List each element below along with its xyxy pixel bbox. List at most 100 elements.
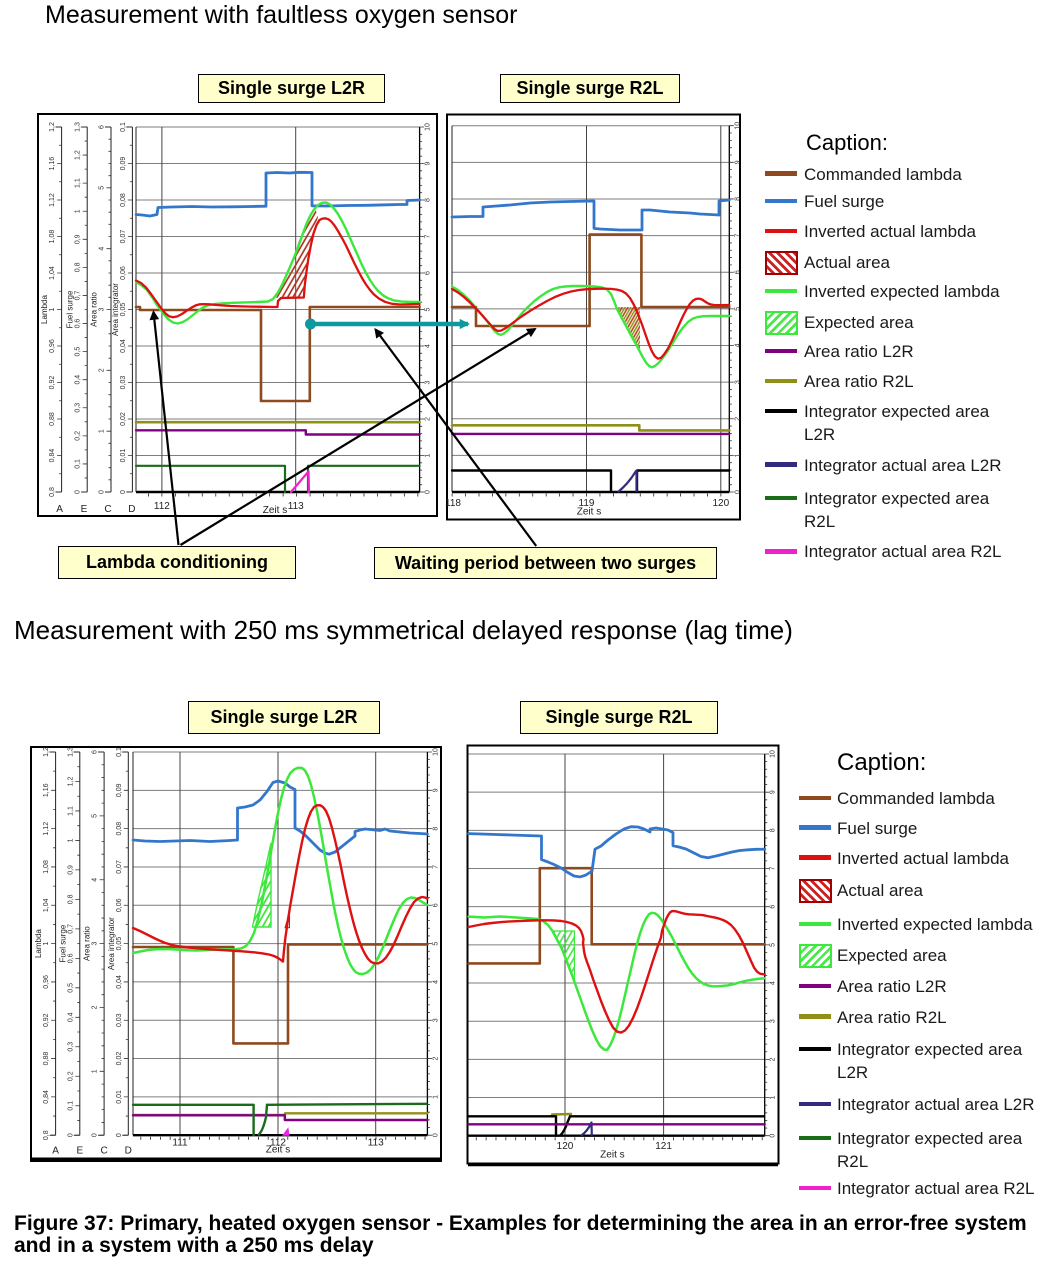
svg-text:C: C bbox=[104, 504, 111, 515]
svg-text:Area ratio: Area ratio bbox=[90, 292, 99, 327]
svg-text:0: 0 bbox=[425, 490, 432, 494]
svg-text:1,12: 1,12 bbox=[49, 193, 56, 207]
svg-text:0,84: 0,84 bbox=[43, 1090, 50, 1104]
svg-text:1,2: 1,2 bbox=[43, 747, 50, 757]
svg-text:0,07: 0,07 bbox=[116, 860, 123, 874]
svg-text:3: 3 bbox=[99, 307, 106, 311]
svg-text:0,2: 0,2 bbox=[75, 431, 82, 441]
svg-text:0,1: 0,1 bbox=[116, 747, 123, 757]
svg-text:4: 4 bbox=[99, 247, 106, 251]
svg-text:0,4: 0,4 bbox=[67, 1012, 74, 1022]
svg-text:3: 3 bbox=[734, 380, 741, 384]
svg-text:0,92: 0,92 bbox=[43, 1013, 50, 1027]
svg-text:1,04: 1,04 bbox=[49, 266, 56, 280]
svg-text:7: 7 bbox=[432, 865, 439, 869]
svg-text:4: 4 bbox=[425, 344, 432, 348]
svg-text:0,2: 0,2 bbox=[67, 1071, 74, 1081]
svg-text:0: 0 bbox=[75, 490, 82, 494]
svg-text:5: 5 bbox=[432, 942, 439, 946]
svg-text:1,2: 1,2 bbox=[49, 122, 56, 132]
svg-text:Fuel surge: Fuel surge bbox=[58, 924, 67, 962]
svg-text:0: 0 bbox=[99, 490, 106, 494]
svg-text:9: 9 bbox=[432, 788, 439, 792]
svg-text:0,88: 0,88 bbox=[49, 412, 56, 426]
svg-text:8: 8 bbox=[734, 197, 741, 201]
svg-text:1: 1 bbox=[432, 1095, 439, 1099]
svg-text:3: 3 bbox=[770, 1019, 777, 1023]
svg-text:5: 5 bbox=[770, 943, 777, 947]
svg-text:3: 3 bbox=[425, 380, 432, 384]
svg-text:7: 7 bbox=[425, 234, 432, 238]
svg-text:2: 2 bbox=[432, 1057, 439, 1061]
svg-text:D: D bbox=[125, 1146, 132, 1157]
svg-text:0: 0 bbox=[734, 490, 741, 494]
svg-text:1: 1 bbox=[99, 429, 106, 433]
svg-text:1,1: 1,1 bbox=[75, 178, 82, 188]
svg-text:0,9: 0,9 bbox=[67, 865, 74, 875]
svg-text:0,88: 0,88 bbox=[43, 1052, 50, 1066]
svg-text:2: 2 bbox=[770, 1057, 777, 1061]
svg-text:111: 111 bbox=[172, 1138, 188, 1149]
svg-text:1,08: 1,08 bbox=[43, 860, 50, 874]
svg-text:0,9: 0,9 bbox=[75, 234, 82, 244]
svg-text:0: 0 bbox=[770, 1134, 777, 1138]
svg-text:0,02: 0,02 bbox=[116, 1052, 123, 1066]
svg-text:1,16: 1,16 bbox=[49, 157, 56, 171]
svg-text:0,01: 0,01 bbox=[116, 1090, 123, 1104]
svg-text:0,8: 0,8 bbox=[75, 262, 82, 272]
svg-text:9: 9 bbox=[770, 790, 777, 794]
svg-text:Zeit s: Zeit s bbox=[577, 507, 601, 518]
svg-text:0,03: 0,03 bbox=[116, 1013, 123, 1027]
svg-text:1: 1 bbox=[92, 1069, 99, 1073]
svg-text:Area integrator: Area integrator bbox=[107, 917, 116, 970]
svg-text:Lambda: Lambda bbox=[34, 929, 43, 958]
svg-text:1,16: 1,16 bbox=[43, 783, 50, 797]
svg-text:0,06: 0,06 bbox=[120, 266, 127, 280]
svg-text:0,96: 0,96 bbox=[49, 339, 56, 353]
svg-text:A: A bbox=[52, 1146, 59, 1157]
svg-text:0,5: 0,5 bbox=[75, 347, 82, 357]
svg-text:0,7: 0,7 bbox=[67, 924, 74, 934]
svg-text:2: 2 bbox=[734, 417, 741, 421]
svg-text:10: 10 bbox=[770, 750, 777, 758]
svg-text:1: 1 bbox=[43, 942, 50, 946]
svg-text:1: 1 bbox=[770, 1095, 777, 1099]
svg-text:8: 8 bbox=[770, 828, 777, 832]
svg-text:1,3: 1,3 bbox=[75, 122, 82, 132]
svg-text:113: 113 bbox=[368, 1138, 384, 1149]
svg-text:Zeit s: Zeit s bbox=[263, 505, 287, 516]
svg-text:Area integrator: Area integrator bbox=[111, 283, 120, 336]
svg-text:121: 121 bbox=[655, 1141, 672, 1152]
svg-text:112: 112 bbox=[270, 1138, 286, 1149]
svg-text:5: 5 bbox=[425, 307, 432, 311]
svg-text:3: 3 bbox=[432, 1018, 439, 1022]
svg-text:0,8: 0,8 bbox=[67, 894, 74, 904]
svg-text:0,92: 0,92 bbox=[49, 376, 56, 390]
svg-text:D: D bbox=[128, 504, 135, 515]
svg-text:6: 6 bbox=[425, 271, 432, 275]
svg-text:4: 4 bbox=[432, 980, 439, 984]
svg-text:1,12: 1,12 bbox=[43, 822, 50, 836]
svg-text:0,04: 0,04 bbox=[120, 339, 127, 353]
svg-text:120: 120 bbox=[557, 1141, 574, 1152]
svg-text:10: 10 bbox=[425, 123, 432, 131]
svg-text:10: 10 bbox=[734, 122, 741, 130]
svg-text:9: 9 bbox=[734, 160, 741, 164]
svg-text:0,05: 0,05 bbox=[116, 937, 123, 951]
svg-text:7: 7 bbox=[770, 866, 777, 870]
svg-text:0,96: 0,96 bbox=[43, 975, 50, 989]
svg-text:1: 1 bbox=[75, 209, 82, 213]
svg-text:0,8: 0,8 bbox=[49, 487, 56, 497]
svg-text:0: 0 bbox=[67, 1133, 74, 1137]
svg-text:E: E bbox=[81, 504, 88, 515]
svg-text:0,04: 0,04 bbox=[116, 975, 123, 989]
svg-text:0,7: 0,7 bbox=[75, 290, 82, 300]
svg-text:0,09: 0,09 bbox=[116, 783, 123, 797]
svg-text:6: 6 bbox=[92, 750, 99, 754]
svg-text:0: 0 bbox=[432, 1133, 439, 1137]
svg-text:0,03: 0,03 bbox=[120, 376, 127, 390]
svg-text:0: 0 bbox=[120, 490, 127, 494]
svg-text:0,3: 0,3 bbox=[75, 403, 82, 413]
svg-text:10: 10 bbox=[432, 748, 439, 756]
svg-text:1,2: 1,2 bbox=[75, 150, 82, 160]
